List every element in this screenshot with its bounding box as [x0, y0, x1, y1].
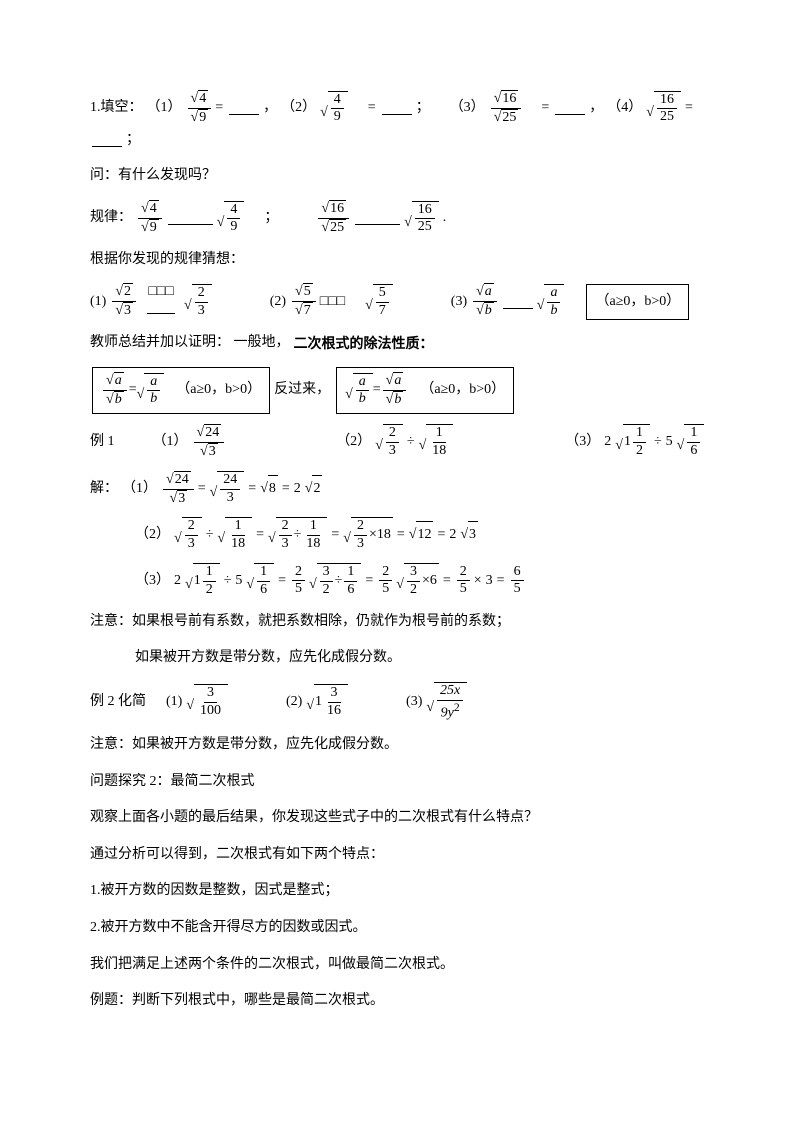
sol-label: 解： [90, 476, 118, 503]
eq: = [541, 95, 549, 122]
sqrt: √ 23 [184, 284, 212, 320]
guess-line: (1) √2 √3 □□□ √ 23 (2) √5 √7 □□□ √ 57 (3… [90, 283, 710, 320]
frac: √4 √9 [138, 200, 162, 237]
p1: (1) [90, 289, 106, 316]
frac: √5 √7 [292, 283, 316, 320]
pt2-line: 2.被开方数中不能含开得尽方的因数或因式。 [90, 915, 710, 942]
ex1-label: 例 1 [90, 429, 115, 456]
pt1-line: 1.被开方数的因数是整数，因式是整式； [90, 878, 710, 905]
blank [168, 211, 213, 225]
p3: （3） [565, 429, 600, 456]
placeholder: □□□ [320, 289, 345, 316]
semi: ； [416, 95, 430, 122]
paren-2: （2） [281, 95, 316, 122]
property-box-2: √ ab = √a √b （a≥0，b>0） [336, 367, 514, 414]
comma: ， [263, 95, 277, 122]
reverse-label: 反过来， [274, 377, 330, 404]
blank [92, 133, 122, 147]
ask-line: 问：有什么发现吗？ [90, 163, 710, 190]
placeholder: □□□ [142, 284, 180, 321]
probe-line: 问题探究 2：最简二次根式 [90, 769, 710, 796]
frac: √16 √25 [318, 200, 349, 237]
p3: (3) [451, 289, 467, 316]
sqrt-4-9: √ 49 [320, 91, 348, 127]
blank [229, 101, 259, 115]
ana-line: 通过分析可以得到，二次根式有如下两个特点： [90, 842, 710, 869]
sqrt: √ 1625 [404, 201, 439, 237]
frac: √a √b [473, 283, 497, 320]
teacher-text: 教师总结并加以证明： 一般地， [90, 330, 290, 357]
sqrt-16-25: √ 1625 [646, 91, 681, 127]
prefix: 1.填空： [90, 95, 143, 122]
sqrt: √ 49 [217, 201, 245, 237]
dot: . [443, 205, 447, 232]
obs-line: 观察上面各小题的最后结果，你发现这些式子中的二次根式有什么特点？ [90, 805, 710, 832]
blank [555, 101, 585, 115]
exq-line: 例题：判断下列根式中，哪些是最简二次根式。 [90, 988, 710, 1015]
blank [503, 295, 533, 309]
note-1a: 注意：如果根号前有系数，就把系数相除，仍就作为根号前的系数； [90, 609, 710, 636]
semi: ； [126, 127, 140, 154]
semi: ； [264, 205, 278, 232]
p1: （1） [153, 429, 188, 456]
solution-3: （3） 2 √112 ÷5 √16 = 25 √32÷16 = 25 √32×6… [90, 563, 710, 599]
def-line: 我们把满足上述两个条件的二次根式，叫做最简二次根式。 [90, 952, 710, 979]
eq: = [685, 95, 693, 122]
solution-1: 解： （1） √24√3 = √243 = √8 = 2√2 [90, 471, 710, 508]
sqrt: √ 57 [365, 284, 393, 320]
rule-line: 规律： √4 √9 √ 49 ； √16 √25 √ 1625 . [90, 200, 710, 237]
paren-3: （3） [450, 95, 485, 122]
paren-1: （1） [147, 95, 182, 122]
p2: （2） [336, 429, 371, 456]
guess-label: 根据你发现的规律猜想： [90, 247, 244, 274]
sqrt: √ ab [537, 284, 565, 320]
frac: √2 √3 [112, 283, 136, 320]
property-line: √a √b = √ ab （a≥0，b>0） 反过来， √ ab = √a √b… [90, 367, 710, 414]
property-box-1: √a √b = √ ab （a≥0，b>0） [92, 367, 270, 414]
example-1-line: 例 1 （1） √24 √3 （2） √23 ÷ √118 （3） 2 √112… [90, 424, 710, 461]
blank [355, 211, 400, 225]
teacher-line: 教师总结并加以证明： 一般地， 二次根式的除法性质： [90, 330, 710, 357]
condition-box: （a≥0，b>0） [586, 284, 689, 321]
blank [382, 101, 412, 115]
note-2: 注意：如果被开方数是带分数，应先化成假分数。 [90, 732, 710, 759]
guess-label-line: 根据你发现的规律猜想： [90, 247, 710, 274]
frac-sqrt4-sqrt9: √4 √9 [188, 90, 212, 127]
frac: √24 √3 [194, 424, 225, 461]
property-title: 二次根式的除法性质： [294, 330, 434, 357]
p2: (2) [270, 289, 286, 316]
paren-4: （4） [607, 95, 642, 122]
rule-label: 规律： [90, 205, 132, 232]
eq: = [368, 95, 376, 122]
note-1b: 如果被开方数是带分数，应先化成假分数。 [90, 645, 710, 672]
solution-2: （2） √23 ÷ √118 = √23÷118 = √23×18 = √12 … [90, 517, 710, 553]
comma: ， [589, 95, 603, 122]
frac-sqrt16-sqrt25: √16 √25 [491, 90, 522, 127]
fill-blank-line: 1.填空： （1） √4 √9 = ， （2） √ 49 = ； （3） √16… [90, 90, 710, 153]
eq: = [215, 95, 223, 122]
ex2-label: 例 2 化简 [90, 689, 146, 716]
ask-text: 问：有什么发现吗？ [90, 163, 216, 190]
example-2-line: 例 2 化简 (1) √3100 (2) √1316 (3) √25x9y2 [90, 682, 710, 722]
